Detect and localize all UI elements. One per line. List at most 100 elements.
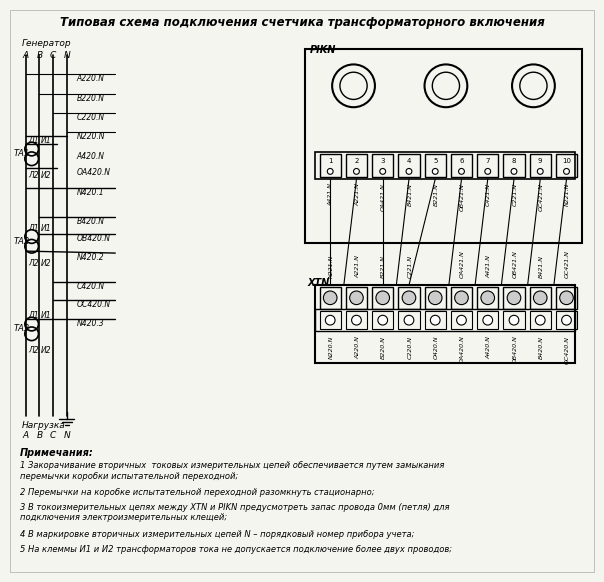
Bar xyxy=(530,154,551,178)
Text: C: C xyxy=(50,431,56,440)
Bar xyxy=(451,311,472,329)
Text: И1: И1 xyxy=(40,224,51,233)
Text: B220.N: B220.N xyxy=(381,336,386,359)
Circle shape xyxy=(538,168,543,174)
Text: A221.N: A221.N xyxy=(355,255,360,278)
Text: 1: 1 xyxy=(328,158,332,164)
Circle shape xyxy=(380,168,385,174)
Text: 10: 10 xyxy=(562,158,571,164)
Bar xyxy=(503,287,525,308)
Text: N420.2: N420.2 xyxy=(76,253,104,262)
Circle shape xyxy=(560,291,573,304)
Circle shape xyxy=(455,291,468,304)
Bar xyxy=(530,287,551,308)
Circle shape xyxy=(533,291,547,304)
Text: 4: 4 xyxy=(406,158,411,164)
Text: 5: 5 xyxy=(433,158,437,164)
Text: OC420.N: OC420.N xyxy=(565,336,570,364)
Bar xyxy=(305,49,582,243)
Bar xyxy=(372,311,393,329)
Circle shape xyxy=(511,168,517,174)
Text: OA420.N: OA420.N xyxy=(76,168,111,178)
Text: N221.N: N221.N xyxy=(329,255,333,278)
Text: 4 В маркировке вторичных измерительных цепей N – порядковый номер прибора учета;: 4 В маркировке вторичных измерительных ц… xyxy=(20,530,414,539)
Circle shape xyxy=(326,315,335,325)
Circle shape xyxy=(352,315,361,325)
Bar xyxy=(315,310,575,331)
Text: C221.N: C221.N xyxy=(512,183,518,206)
Bar xyxy=(398,154,420,178)
Circle shape xyxy=(458,168,464,174)
Circle shape xyxy=(457,315,466,325)
Text: B220.N: B220.N xyxy=(76,94,104,102)
Text: A420.N: A420.N xyxy=(486,336,491,359)
Text: OA420.N: OA420.N xyxy=(460,336,465,364)
Bar xyxy=(556,311,577,329)
Bar xyxy=(503,311,525,329)
Text: Л1: Л1 xyxy=(28,311,39,321)
Bar xyxy=(451,287,472,308)
Text: Л2: Л2 xyxy=(28,346,39,356)
Bar xyxy=(372,154,393,178)
Bar xyxy=(477,311,498,329)
Text: O420.N: O420.N xyxy=(434,336,439,359)
Circle shape xyxy=(323,291,337,304)
Text: A421.N: A421.N xyxy=(486,255,491,278)
Text: OC420.N: OC420.N xyxy=(76,300,111,309)
Circle shape xyxy=(404,315,414,325)
Text: 6: 6 xyxy=(459,158,464,164)
Text: C420.N: C420.N xyxy=(76,282,104,291)
Text: PIKN: PIKN xyxy=(310,45,336,55)
Bar xyxy=(425,287,446,308)
Text: C220.N: C220.N xyxy=(76,113,104,122)
Circle shape xyxy=(481,291,495,304)
Text: N: N xyxy=(63,431,70,440)
Circle shape xyxy=(428,291,442,304)
Bar xyxy=(320,311,341,329)
Circle shape xyxy=(562,315,571,325)
Text: 2 Перемычки на коробке испытательной переходной разомкнуть стационарно;: 2 Перемычки на коробке испытательной пер… xyxy=(20,488,374,498)
Text: OC421.N: OC421.N xyxy=(539,183,544,211)
Text: B: B xyxy=(36,431,42,440)
Bar xyxy=(530,311,551,329)
Text: A: A xyxy=(23,431,29,440)
Text: И1: И1 xyxy=(40,136,51,146)
Text: N220.N: N220.N xyxy=(76,133,105,141)
Circle shape xyxy=(535,315,545,325)
Text: C221.N: C221.N xyxy=(408,255,413,278)
Text: A421.N: A421.N xyxy=(329,183,333,206)
Bar xyxy=(451,154,472,178)
Text: ТА1: ТА1 xyxy=(13,149,30,158)
Text: OB421.N: OB421.N xyxy=(512,251,518,278)
Text: B420.N: B420.N xyxy=(539,336,544,359)
Circle shape xyxy=(406,168,412,174)
Bar xyxy=(315,152,575,179)
Circle shape xyxy=(507,291,521,304)
Bar xyxy=(320,287,341,308)
Text: OA421.N: OA421.N xyxy=(460,251,465,278)
Bar xyxy=(345,311,367,329)
Text: A221.N: A221.N xyxy=(355,183,360,206)
Bar xyxy=(556,154,577,178)
Circle shape xyxy=(432,168,438,174)
Text: B421.N: B421.N xyxy=(539,255,544,278)
Text: B421.N: B421.N xyxy=(408,183,413,206)
Text: И2: И2 xyxy=(40,346,51,356)
Circle shape xyxy=(353,168,359,174)
Bar xyxy=(345,154,367,178)
Bar xyxy=(398,311,420,329)
Bar xyxy=(556,287,577,308)
Text: B420.N: B420.N xyxy=(76,217,104,226)
Text: ТА3: ТА3 xyxy=(13,324,30,333)
Text: ТА2: ТА2 xyxy=(13,236,30,246)
Text: 3: 3 xyxy=(381,158,385,164)
Circle shape xyxy=(564,168,570,174)
Circle shape xyxy=(509,315,519,325)
Text: Л1: Л1 xyxy=(28,224,39,233)
Text: 3 В токоизмерительных цепях между XTN и PIKN предусмотреть запас провода 0мм (пе: 3 В токоизмерительных цепях между XTN и … xyxy=(20,503,449,523)
Text: A: A xyxy=(23,51,29,60)
Text: 9: 9 xyxy=(538,158,542,164)
Text: OB420.N: OB420.N xyxy=(76,233,111,243)
Text: OB420.N: OB420.N xyxy=(512,336,518,364)
Bar xyxy=(320,154,341,178)
